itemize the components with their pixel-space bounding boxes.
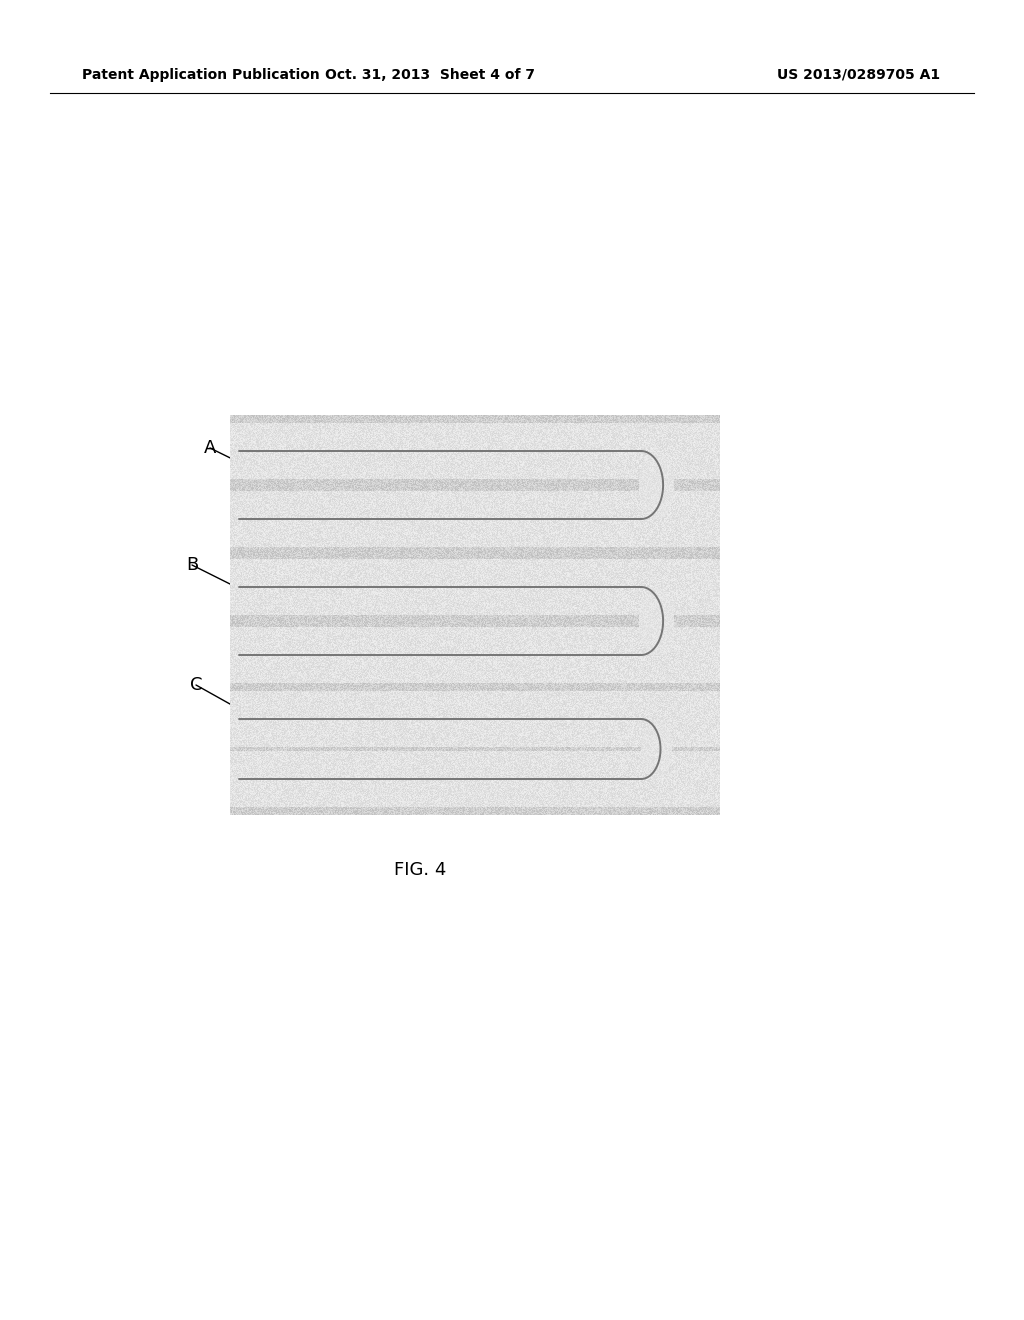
Text: Patent Application Publication: Patent Application Publication	[82, 69, 319, 82]
Text: C: C	[189, 676, 203, 694]
Text: A: A	[204, 440, 216, 457]
Text: Oct. 31, 2013  Sheet 4 of 7: Oct. 31, 2013 Sheet 4 of 7	[325, 69, 535, 82]
Text: FIG. 4: FIG. 4	[394, 861, 446, 879]
Text: D: D	[628, 440, 642, 457]
Text: B: B	[186, 556, 198, 574]
Text: E: E	[633, 550, 644, 569]
Text: F: F	[630, 669, 640, 686]
Text: US 2013/0289705 A1: US 2013/0289705 A1	[777, 69, 940, 82]
